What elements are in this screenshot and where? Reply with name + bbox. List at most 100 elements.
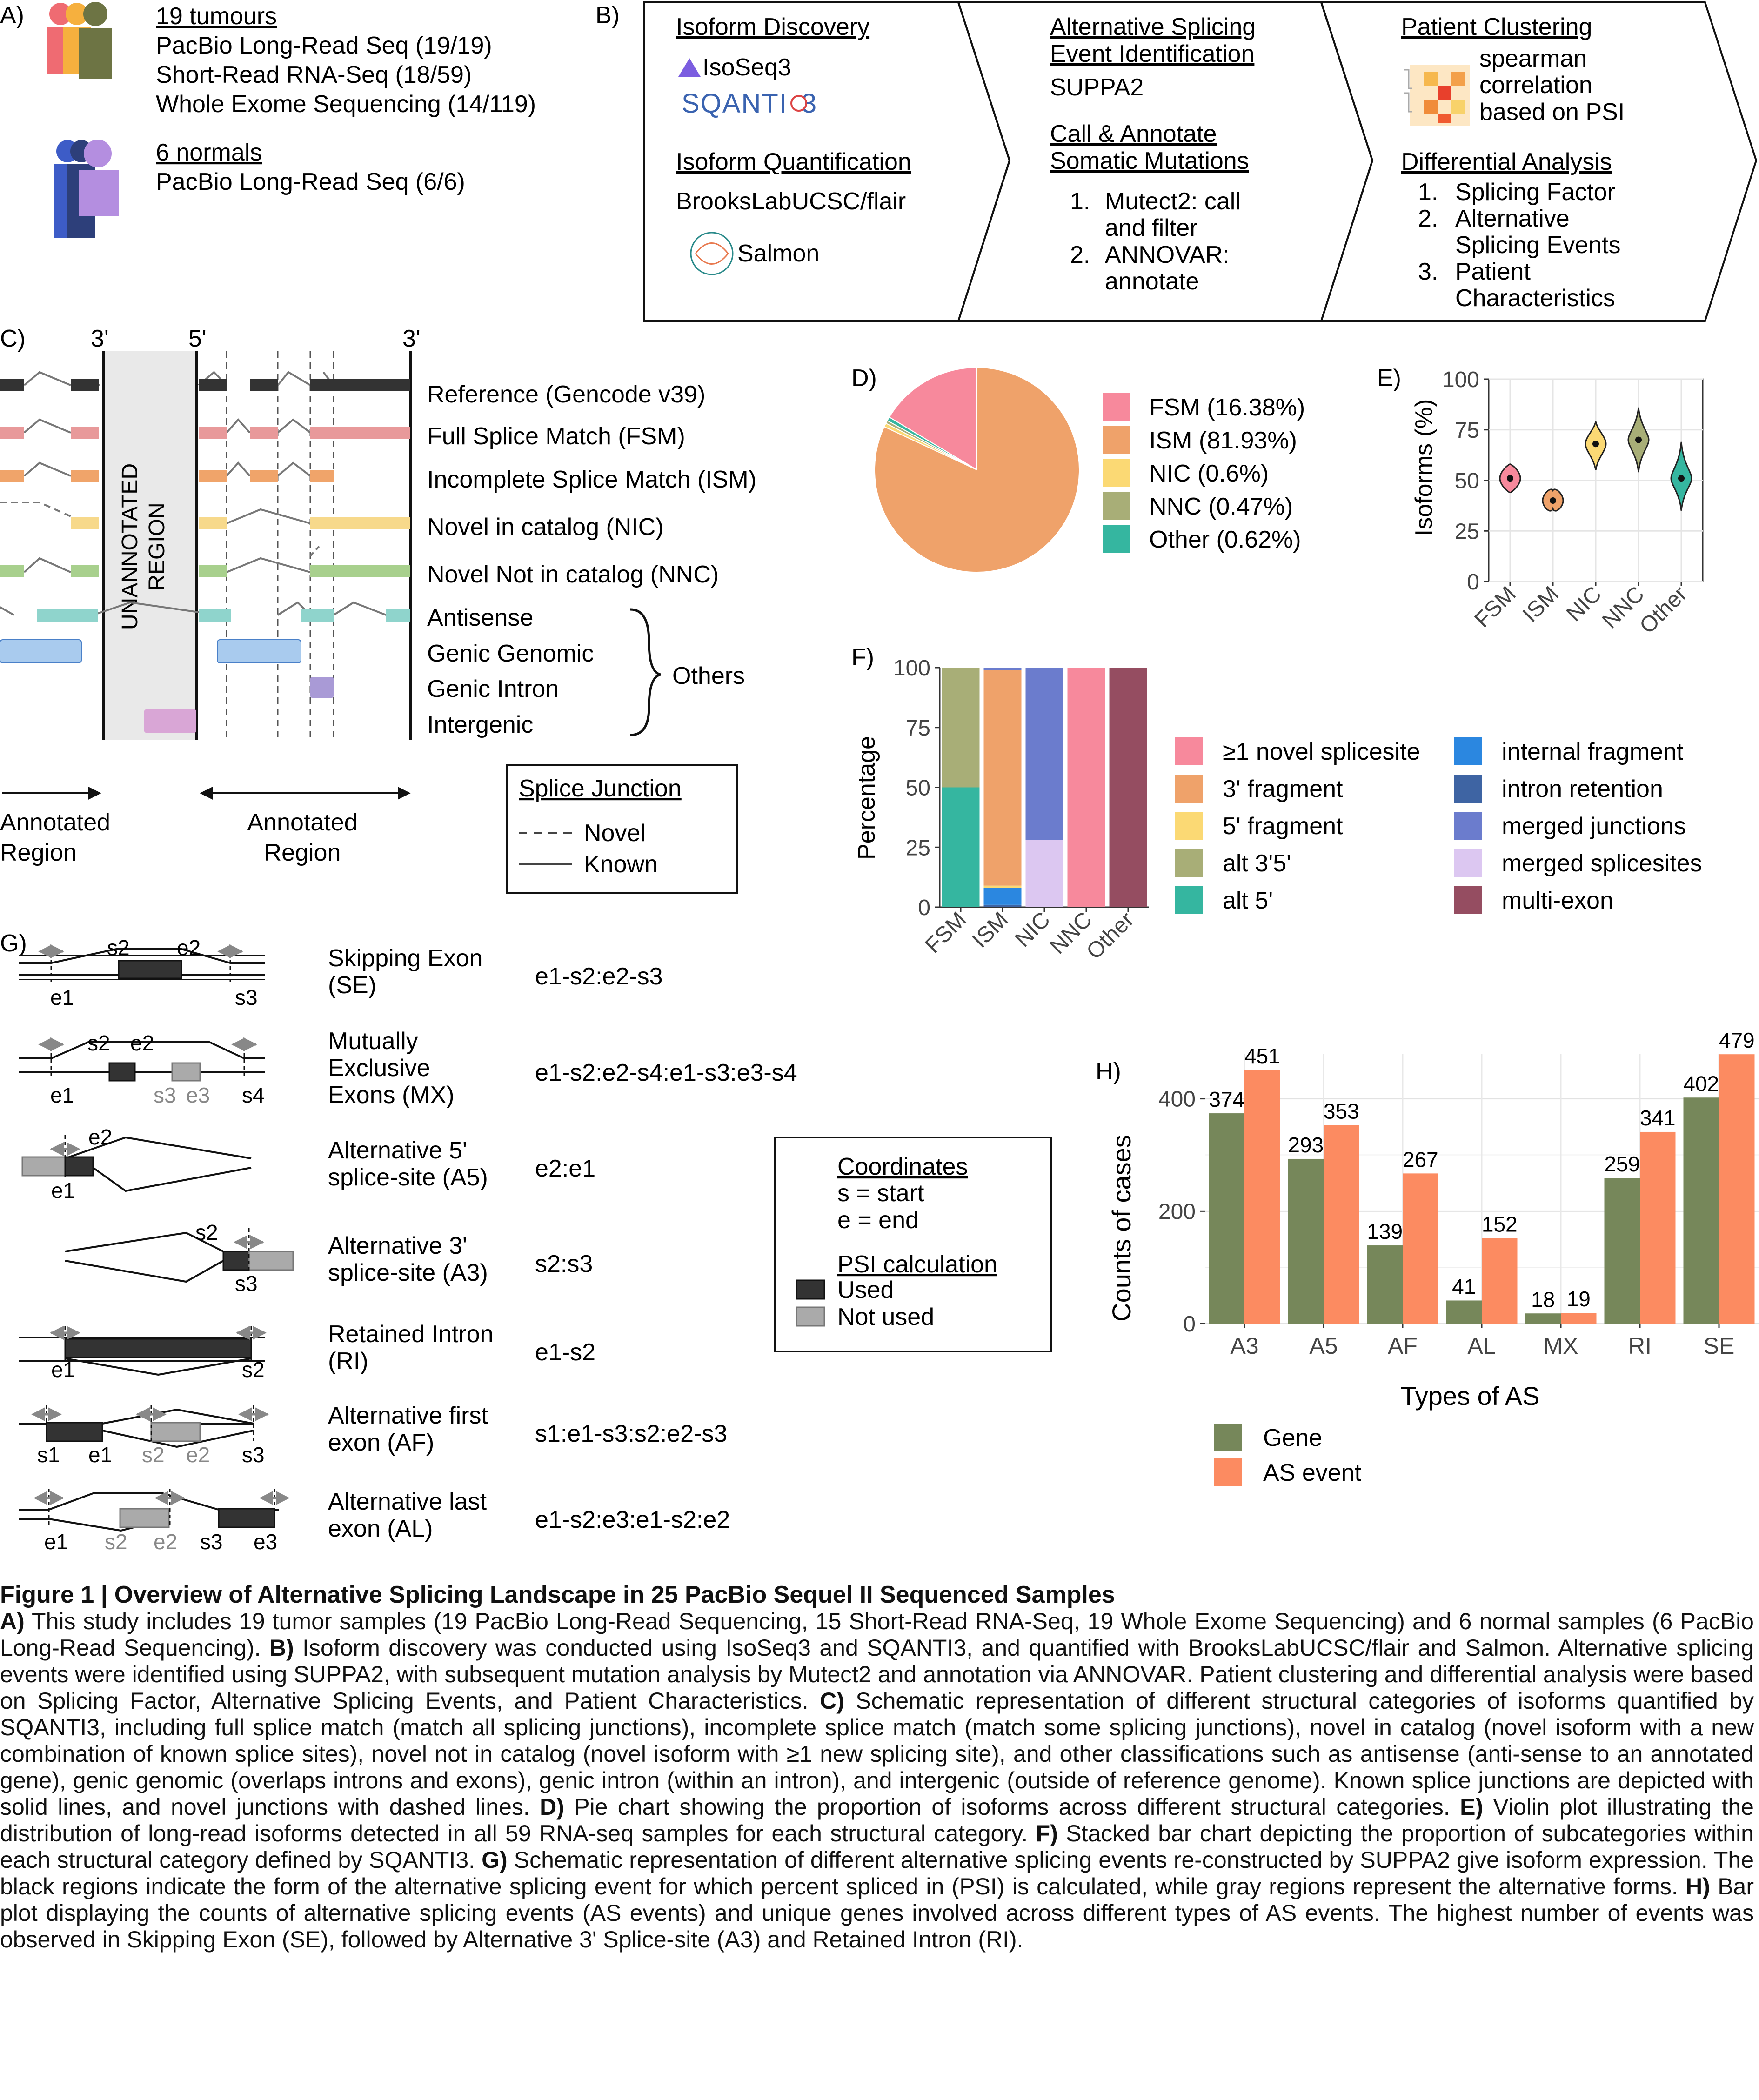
category-intergenic: Intergenic	[427, 711, 533, 738]
annotated-region-label-2: Annotated Region	[247, 809, 357, 866]
diff-item-3-line-2: Characteristics	[1455, 285, 1615, 312]
suppa2-tool: SUPPA2	[1050, 74, 1144, 101]
annotated-region-label-1: Annotated Region	[0, 809, 110, 866]
panel-g: G) Skipping Exon (SE) e1-s2:e2-s3 Mutually E…	[0, 930, 1052, 1554]
svg-text:s2: s2	[195, 1220, 218, 1244]
isoform-discovery-heading: Isoform Discovery	[676, 13, 869, 40]
bar-value-label: 267	[1403, 1147, 1438, 1171]
bar-as-event	[1719, 1054, 1755, 1324]
mutations-item-1-line-2: and filter	[1105, 214, 1197, 241]
stacked-bar-segment	[983, 885, 1022, 888]
clustering-desc-2: correlation	[1479, 72, 1592, 99]
intergenic-track	[144, 709, 196, 733]
pie-legend-swatch	[1103, 426, 1130, 454]
bar-xtick-label: RI	[1628, 1333, 1652, 1359]
pie-legend-label: FSM (16.38%)	[1149, 394, 1305, 421]
stacked-ylabel: Percentage	[853, 736, 880, 860]
svg-text:e2: e2	[88, 1125, 112, 1149]
pie-chart	[874, 367, 1080, 573]
as-bar-legend: Gene AS event	[1214, 1424, 1362, 1486]
splicing-event-name: Alternative 3' splice-site (A3)	[328, 1232, 488, 1286]
pie-legend-label: ISM (81.93%)	[1149, 427, 1297, 454]
panel-d-label: D)	[851, 365, 877, 392]
end-mark-2: 5'	[188, 325, 207, 352]
caption-panel-label: E)	[1460, 1794, 1484, 1820]
patient-clustering-heading: Patient Clustering	[1401, 13, 1592, 40]
a3-diagram: s2 s3	[65, 1220, 294, 1296]
splicing-event-labels: Skipping Exon (SE) e1-s2:e2-s3 Mutually Excl…	[328, 945, 797, 1542]
caption-panel-label: C)	[820, 1688, 844, 1714]
svg-text:e2: e2	[154, 1530, 177, 1554]
caption-panel-label: D)	[540, 1794, 564, 1820]
nic-isoform-track	[0, 502, 410, 529]
panel-f: F) Percentage 0255075100FSMISMNICNNCOthe…	[851, 644, 1702, 964]
splicing-event-name: Mutually Exclusive Exons (MX)	[328, 1028, 455, 1109]
splice-junction-title: Splice Junction	[519, 775, 682, 802]
isoseq3-logo-icon	[678, 58, 701, 77]
workflow-step-3	[1320, 1, 1758, 322]
splicing-event-coordinates: e1-s2:e2-s3	[535, 963, 663, 990]
svg-text:s3: s3	[242, 1443, 265, 1467]
as-event-heading-1: Alternative Splicing	[1050, 13, 1256, 40]
differential-analysis-heading: Differential Analysis	[1401, 148, 1612, 175]
panel-c: C) 3' 5' 3' UNANNOTATED REGION Reference …	[0, 325, 756, 894]
bar-xtick-label: SE	[1704, 1333, 1735, 1359]
panel-e: E) Isoforms (%) 0255075100FSMISMNICNNCOt…	[1377, 365, 1704, 639]
stacked-legend: ≥1 novel splicesite 3' fragment 5' fragmen…	[1175, 737, 1702, 914]
bar-gene	[1604, 1178, 1640, 1324]
violin-median-point	[1592, 441, 1599, 448]
stacked-legend-swatch	[1454, 886, 1482, 914]
bar-value-label: 402	[1683, 1071, 1719, 1096]
svg-text:s4: s4	[242, 1083, 265, 1107]
svg-text:s1: s1	[37, 1443, 60, 1467]
bar-gene	[1683, 1097, 1719, 1324]
bar-as-event	[1640, 1131, 1676, 1324]
antisense-isoform-track	[0, 601, 410, 622]
others-label: Others	[672, 662, 745, 689]
splicing-event-name: Retained Intron (RI)	[328, 1321, 494, 1375]
bar-legend-label: AS event	[1263, 1459, 1362, 1486]
clustering-desc-1: spearman	[1479, 45, 1587, 72]
bar-xtick-label: MX	[1544, 1333, 1578, 1359]
mutations-heading-1: Call & Annotate	[1050, 120, 1217, 147]
isoform-quant-heading: Isoform Quantification	[676, 148, 911, 175]
caption-panel-label: G)	[482, 1847, 508, 1873]
sqanti-logo-icon	[790, 95, 807, 112]
diff-item-3-num: 3.	[1418, 258, 1438, 285]
violin-ytick-label: 0	[1467, 570, 1479, 595]
svg-text:e2: e2	[130, 1031, 154, 1055]
svg-text:s2: s2	[105, 1530, 127, 1554]
stacked-legend-swatch	[1175, 812, 1203, 840]
svg-text:e1: e1	[88, 1443, 112, 1467]
splicing-event-coordinates: e1-s2:e2-s4:e1-s3:e3-s4	[535, 1059, 797, 1086]
stacked-legend-swatch	[1454, 737, 1482, 765]
svg-text:e1: e1	[50, 1083, 74, 1107]
figure-caption: Figure 1 | Overview of Alternative Splic…	[0, 1582, 1754, 1953]
stacked-ytick-label: 100	[893, 656, 930, 681]
not-used-label: Not used	[837, 1304, 934, 1331]
bar-gene	[1525, 1313, 1561, 1324]
svg-text:s2: s2	[242, 1358, 265, 1382]
stacked-legend-label: intron retention	[1502, 776, 1663, 803]
stacked-ytick-label: 75	[906, 716, 930, 741]
stacked-ytick-label: 50	[906, 776, 930, 801]
bar-legend-swatch	[1214, 1458, 1242, 1486]
bar-ylabel: Counts of cases	[1107, 1135, 1136, 1322]
used-label: Used	[837, 1277, 894, 1304]
caption-panel-label: F)	[1036, 1820, 1058, 1846]
bar-as-event	[1403, 1173, 1438, 1324]
mutations-item-2-line-1: ANNOVAR:	[1105, 241, 1230, 268]
pie-legend-label: NIC (0.6%)	[1149, 460, 1269, 487]
caption-panel-text: Isoform discovery was conducted using Is…	[0, 1635, 1754, 1714]
tumours-title: 19 tumours	[156, 3, 277, 30]
stacked-bar-segment	[983, 668, 1022, 670]
bar-value-label: 19	[1567, 1287, 1591, 1311]
panel-a-label: A)	[0, 2, 24, 29]
bar-value-label: 18	[1531, 1287, 1555, 1311]
diff-item-3-line-1: Patient	[1455, 258, 1531, 285]
nnc-isoform-track	[0, 543, 410, 577]
salmon-logo-icon	[690, 232, 734, 275]
violin-xtick-label: NIC	[1562, 582, 1606, 626]
caption-panel-text: Pie chart showing the proportion of isof…	[564, 1794, 1460, 1820]
normal-people-icon	[54, 140, 119, 238]
